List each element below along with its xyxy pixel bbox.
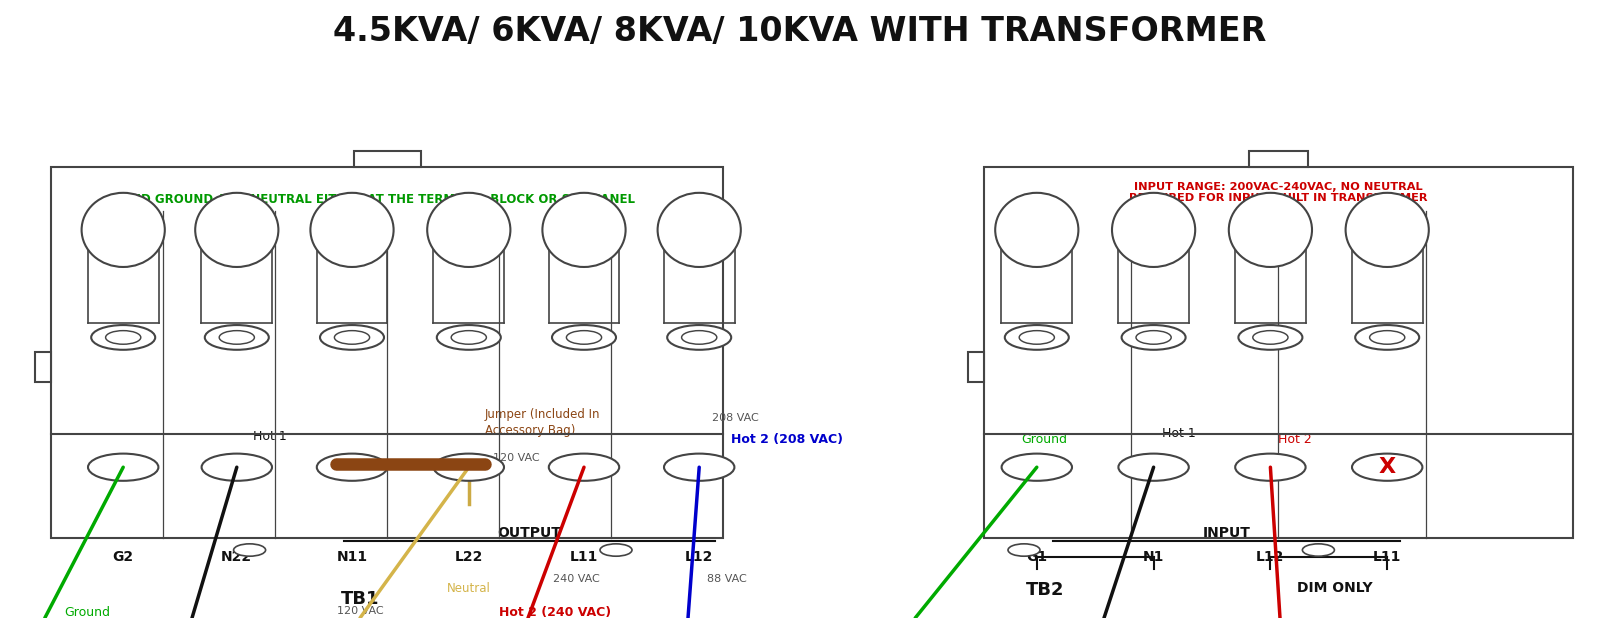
Circle shape xyxy=(1019,331,1054,344)
Text: Ground: Ground xyxy=(64,606,110,618)
Ellipse shape xyxy=(82,193,165,267)
Text: TB2: TB2 xyxy=(1026,581,1064,599)
Circle shape xyxy=(1253,331,1288,344)
Text: G1: G1 xyxy=(1026,550,1048,564)
Text: N1: N1 xyxy=(1142,550,1165,564)
Text: L22: L22 xyxy=(454,550,483,564)
Text: INPUT RANGE: 200VAC-240VAC, NO NEUTRAL
REQUIRED FOR INPUT, BUILT IN TRANSFORMER: INPUT RANGE: 200VAC-240VAC, NO NEUTRAL R… xyxy=(1130,182,1427,203)
Text: BOND GROUND AND NEUTRAL EITHER AT THE TERMINAL BLOCK OR SUB PANEL: BOND GROUND AND NEUTRAL EITHER AT THE TE… xyxy=(112,193,635,206)
Ellipse shape xyxy=(310,193,394,267)
Circle shape xyxy=(451,331,486,344)
Circle shape xyxy=(320,325,384,350)
Text: G2: G2 xyxy=(112,550,134,564)
Circle shape xyxy=(1352,454,1422,481)
Circle shape xyxy=(234,544,266,556)
Text: TB1: TB1 xyxy=(341,590,379,608)
Text: Jumper (Included In: Jumper (Included In xyxy=(485,408,600,421)
Circle shape xyxy=(334,331,370,344)
Text: N11: N11 xyxy=(336,550,368,564)
Circle shape xyxy=(88,454,158,481)
Circle shape xyxy=(106,331,141,344)
Circle shape xyxy=(1005,325,1069,350)
Text: Neutral: Neutral xyxy=(446,582,491,595)
Text: OUTPUT: OUTPUT xyxy=(498,525,562,540)
Text: 120 VAC: 120 VAC xyxy=(336,606,384,616)
Circle shape xyxy=(1235,454,1306,481)
Circle shape xyxy=(1302,544,1334,556)
Circle shape xyxy=(434,454,504,481)
Ellipse shape xyxy=(658,193,741,267)
Circle shape xyxy=(437,325,501,350)
Circle shape xyxy=(682,331,717,344)
Text: 4.5KVA/ 6KVA/ 8KVA/ 10KVA WITH TRANSFORMER: 4.5KVA/ 6KVA/ 8KVA/ 10KVA WITH TRANSFORM… xyxy=(333,15,1267,48)
Bar xyxy=(968,352,984,382)
Text: INPUT: INPUT xyxy=(1203,525,1250,540)
Circle shape xyxy=(1118,454,1189,481)
Ellipse shape xyxy=(1229,193,1312,267)
FancyBboxPatch shape xyxy=(984,167,1573,538)
Text: L11: L11 xyxy=(1373,550,1402,564)
Text: X: X xyxy=(1379,457,1395,477)
Text: 240 VAC: 240 VAC xyxy=(552,574,600,583)
Ellipse shape xyxy=(427,193,510,267)
Circle shape xyxy=(600,544,632,556)
Circle shape xyxy=(1008,544,1040,556)
Circle shape xyxy=(219,331,254,344)
Circle shape xyxy=(202,454,272,481)
Text: Hot 2 (208 VAC): Hot 2 (208 VAC) xyxy=(731,433,843,446)
Circle shape xyxy=(1355,325,1419,350)
Ellipse shape xyxy=(995,193,1078,267)
Ellipse shape xyxy=(1346,193,1429,267)
Text: Hot 2 (240 VAC): Hot 2 (240 VAC) xyxy=(499,606,611,618)
Text: 208 VAC: 208 VAC xyxy=(712,413,758,423)
Circle shape xyxy=(664,454,734,481)
Text: Hot 1: Hot 1 xyxy=(1162,426,1195,440)
Circle shape xyxy=(91,325,155,350)
Text: N22: N22 xyxy=(221,550,253,564)
Circle shape xyxy=(1002,454,1072,481)
Circle shape xyxy=(1238,325,1302,350)
Text: Hot 2: Hot 2 xyxy=(1278,433,1312,446)
Circle shape xyxy=(1122,325,1186,350)
Text: 88 VAC: 88 VAC xyxy=(707,574,747,583)
Circle shape xyxy=(667,325,731,350)
Ellipse shape xyxy=(1112,193,1195,267)
Text: Hot 1: Hot 1 xyxy=(253,430,286,443)
Circle shape xyxy=(317,454,387,481)
Circle shape xyxy=(549,454,619,481)
Circle shape xyxy=(566,331,602,344)
Text: 120 VAC: 120 VAC xyxy=(493,453,539,463)
Text: L11: L11 xyxy=(570,550,598,564)
Bar xyxy=(354,151,421,167)
Circle shape xyxy=(1370,331,1405,344)
Bar xyxy=(35,352,51,382)
Text: L12: L12 xyxy=(685,550,714,564)
Text: DIM ONLY: DIM ONLY xyxy=(1296,581,1373,595)
Text: Ground: Ground xyxy=(1021,433,1067,446)
Ellipse shape xyxy=(195,193,278,267)
Circle shape xyxy=(552,325,616,350)
Bar xyxy=(1250,151,1307,167)
Circle shape xyxy=(1136,331,1171,344)
Text: L12: L12 xyxy=(1256,550,1285,564)
Circle shape xyxy=(205,325,269,350)
Ellipse shape xyxy=(542,193,626,267)
FancyBboxPatch shape xyxy=(51,167,723,538)
Text: Accessory Bag): Accessory Bag) xyxy=(485,423,574,437)
